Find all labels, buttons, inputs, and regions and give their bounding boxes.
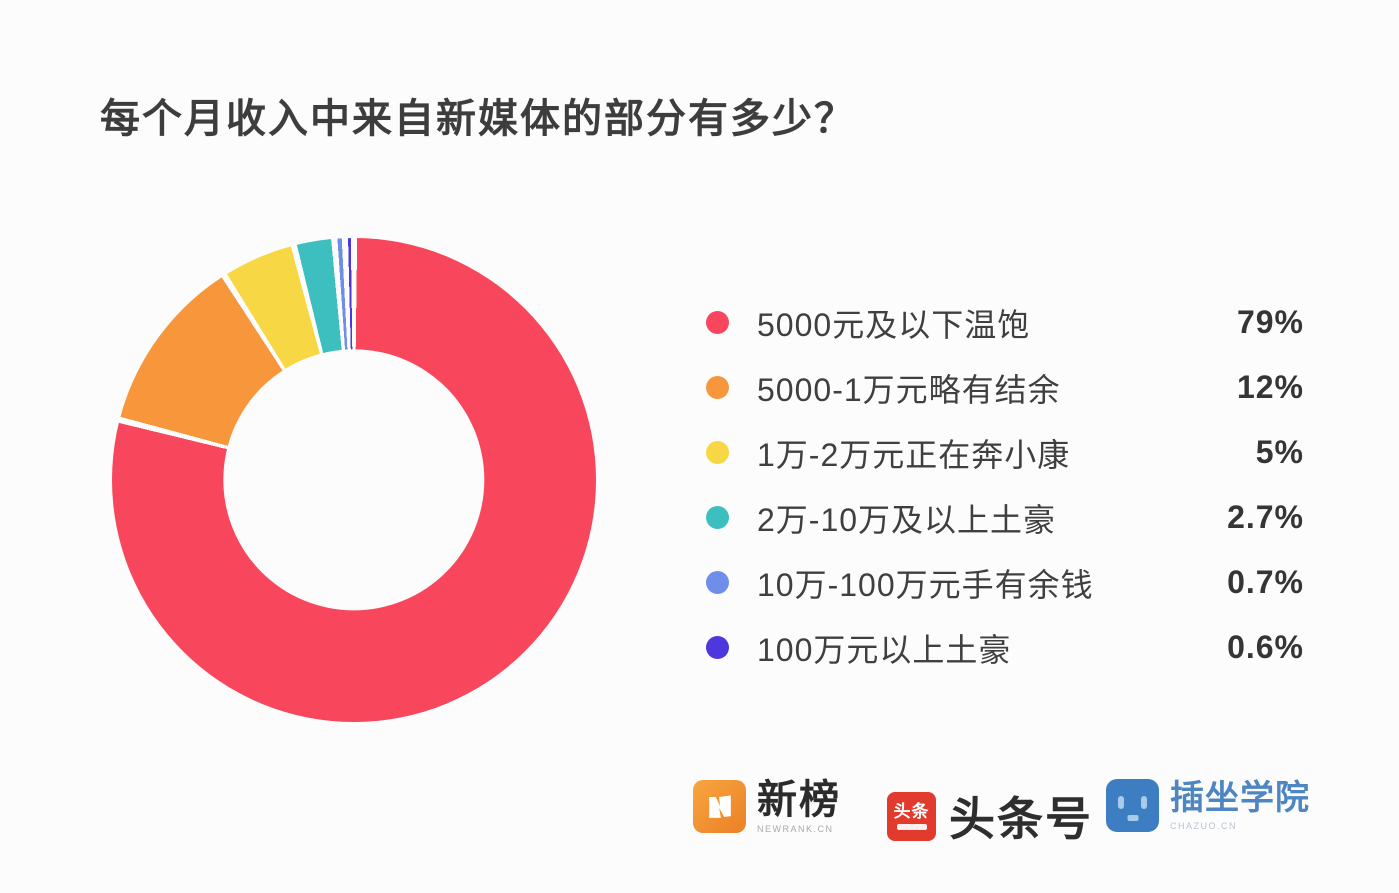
legend-dot-icon: [706, 441, 729, 464]
legend-value: 12%: [1236, 369, 1304, 405]
legend-dot-icon: [706, 571, 729, 594]
chazuo-logo: 插坐学院 CHAZUO.CN: [1106, 779, 1310, 832]
newrank-n-glyph: [708, 794, 731, 818]
chart-legend: 5000元及以下温饱 79% 5000-1万元略有结余 12% 1万-2万元正在…: [706, 290, 1304, 680]
page-title: 每个月收入中来自新媒体的部分有多少？: [100, 97, 856, 141]
legend-label: 10万-100万元手有余钱: [757, 566, 1094, 603]
legend-label: 100万元以上土豪: [757, 631, 1012, 668]
chazuo-mouth-icon: [1127, 815, 1138, 821]
legend-value: 2.7%: [1227, 499, 1304, 535]
toutiao-icon: 头条: [887, 791, 936, 841]
legend-row: 10万-100万元手有余钱 0.7%: [706, 550, 1304, 615]
legend-row: 1万-2万元正在奔小康 5%: [706, 420, 1304, 485]
legend-dot-icon: [706, 376, 729, 399]
donut-hole: [223, 349, 485, 611]
chazuo-logo-text: 插坐学院: [1170, 779, 1310, 818]
chazuo-logo-subtext: CHAZUO.CN: [1170, 820, 1237, 831]
legend-label: 1万-2万元正在奔小康: [757, 436, 1071, 473]
newrank-icon: [693, 780, 746, 833]
legend-value: 79%: [1236, 304, 1304, 340]
legend-label: 2万-10万及以上土豪: [757, 501, 1057, 538]
toutiao-icon-text: 头条: [893, 801, 930, 821]
newrank-logo: 新榜 NEWRANK.CN: [693, 779, 841, 834]
toutiao-icon-strip: [896, 823, 927, 830]
legend-label: 5000元及以下温饱: [757, 306, 1031, 343]
legend-dot-icon: [706, 506, 729, 529]
toutiao-logo-text: 头条号: [949, 793, 1093, 845]
legend-row: 2万-10万及以上土豪 2.7%: [706, 485, 1304, 550]
legend-dot-icon: [706, 311, 729, 334]
legend-row: 100万元以上土豪 0.6%: [706, 615, 1304, 680]
legend-row: 5000元及以下温饱 79%: [706, 290, 1304, 355]
legend-value: 0.7%: [1227, 564, 1304, 600]
legend-row: 5000-1万元略有结余 12%: [706, 355, 1304, 420]
chazuo-eye-icon: [1118, 796, 1124, 809]
chazuo-face-icon: [1106, 779, 1159, 832]
legend-label: 5000-1万元略有结余: [757, 371, 1061, 408]
legend-value: 5%: [1255, 434, 1304, 470]
chazuo-eye-icon: [1141, 796, 1147, 809]
legend-dot-icon: [706, 636, 729, 659]
legend-value: 0.6%: [1227, 629, 1304, 665]
donut-chart-area: [112, 238, 596, 722]
toutiao-logo: 头条 头条号: [887, 783, 1093, 849]
newrank-logo-subtext: NEWRANK.CN: [757, 824, 834, 834]
newrank-logo-text: 新榜: [757, 778, 841, 822]
